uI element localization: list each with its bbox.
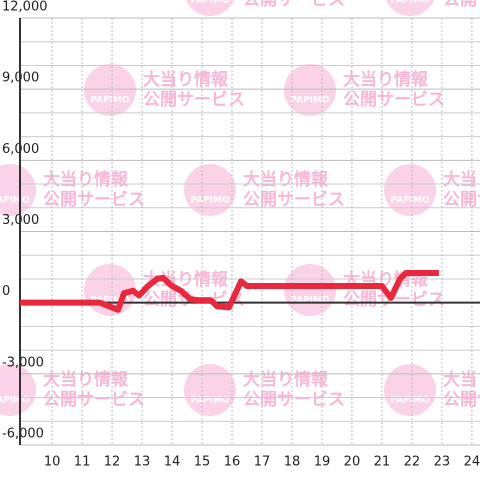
watermark-logo <box>84 64 136 116</box>
x-tick-label: 18 <box>284 455 301 470</box>
watermark-text: 大当り情報 <box>43 369 129 390</box>
watermark-text: 大当り情報 <box>243 369 329 390</box>
watermark-logo-text: PAPIMO <box>390 196 430 206</box>
line <box>20 270 439 313</box>
watermark-logo-text: PAPIMO <box>90 296 130 306</box>
watermark-text: 公開サービス <box>143 90 245 110</box>
watermark-text: 公開サービス <box>343 90 445 110</box>
watermark-text: 公開サービス <box>443 0 480 10</box>
x-tick-label: 22 <box>404 455 421 470</box>
x-tick-label: 21 <box>374 455 391 470</box>
watermark-text: 公開サービス <box>43 390 145 410</box>
watermark-logo-text: PAPIMO <box>390 0 430 6</box>
watermark-text: 大当り情報 <box>443 369 480 390</box>
watermark-logo-text: PAPIMO <box>190 0 230 6</box>
watermark-text: 公開サービス <box>343 290 445 310</box>
watermark-logo-text: PAPIMO <box>190 196 230 206</box>
watermark-logo <box>184 164 236 216</box>
grid: -6,000-3,00003,0006,0009,00012,000101112… <box>2 0 480 470</box>
watermark-text: 公開サービス <box>443 190 480 210</box>
watermarks: PAPIMO大当り情報公開サービスPAPIMO大当り情報公開サービスPAPIMO… <box>0 0 480 416</box>
watermark-text: 大当り情報 <box>243 169 329 190</box>
watermark-text: 大当り情報 <box>343 69 429 90</box>
watermark-logo-text: PAPIMO <box>0 396 30 406</box>
watermark-logo <box>0 364 36 416</box>
watermark-text: 公開サービス <box>443 390 480 410</box>
watermark-text: 公開サービス <box>243 190 345 210</box>
x-tick-label: 23 <box>434 455 451 470</box>
watermark-text: 大当り情報 <box>143 269 229 290</box>
x-tick-label: 11 <box>74 455 91 470</box>
x-tick-label: 10 <box>44 455 61 470</box>
x-tick-label: 16 <box>224 455 241 470</box>
watermark-logo-text: PAPIMO <box>290 296 330 306</box>
watermark-text: 公開サービス <box>243 390 345 410</box>
watermark-logo-text: PAPIMO <box>90 96 130 106</box>
watermark-logo <box>284 64 336 116</box>
y-tick-label: 12,000 <box>2 0 48 15</box>
watermark-logo <box>184 364 236 416</box>
x-tick-label: 20 <box>344 455 361 470</box>
x-tick-label: 19 <box>314 455 331 470</box>
x-tick-label: 13 <box>134 455 151 470</box>
plot <box>20 270 439 313</box>
watermark-logo <box>186 0 234 16</box>
watermark-logo <box>0 164 36 216</box>
x-tick-label: 12 <box>104 455 121 470</box>
x-tick-label: 17 <box>254 455 271 470</box>
watermark-logo-text: PAPIMO <box>0 196 30 206</box>
watermark-text: 大当り情報 <box>43 169 129 190</box>
watermark-text: 大当り情報 <box>143 69 229 90</box>
watermark-logo <box>384 364 436 416</box>
y-tick-label: -6,000 <box>2 427 44 442</box>
watermark-logo-text: PAPIMO <box>290 96 330 106</box>
x-tick-label: 24 <box>464 455 480 470</box>
y-tick-label: -3,000 <box>2 355 44 370</box>
watermark-text: 公開サービス <box>243 0 345 10</box>
watermark-text: 公開サービス <box>43 190 145 210</box>
watermark-logo-text: PAPIMO <box>390 396 430 406</box>
y-tick-label: 0 <box>2 284 10 299</box>
watermark-logo-text: PAPIMO <box>190 396 230 406</box>
watermark-text: 大当り情報 <box>443 169 480 190</box>
watermark-logo <box>384 164 436 216</box>
x-tick-label: 14 <box>164 455 181 470</box>
watermark-logo <box>386 0 434 16</box>
x-tick-label: 15 <box>194 455 211 470</box>
